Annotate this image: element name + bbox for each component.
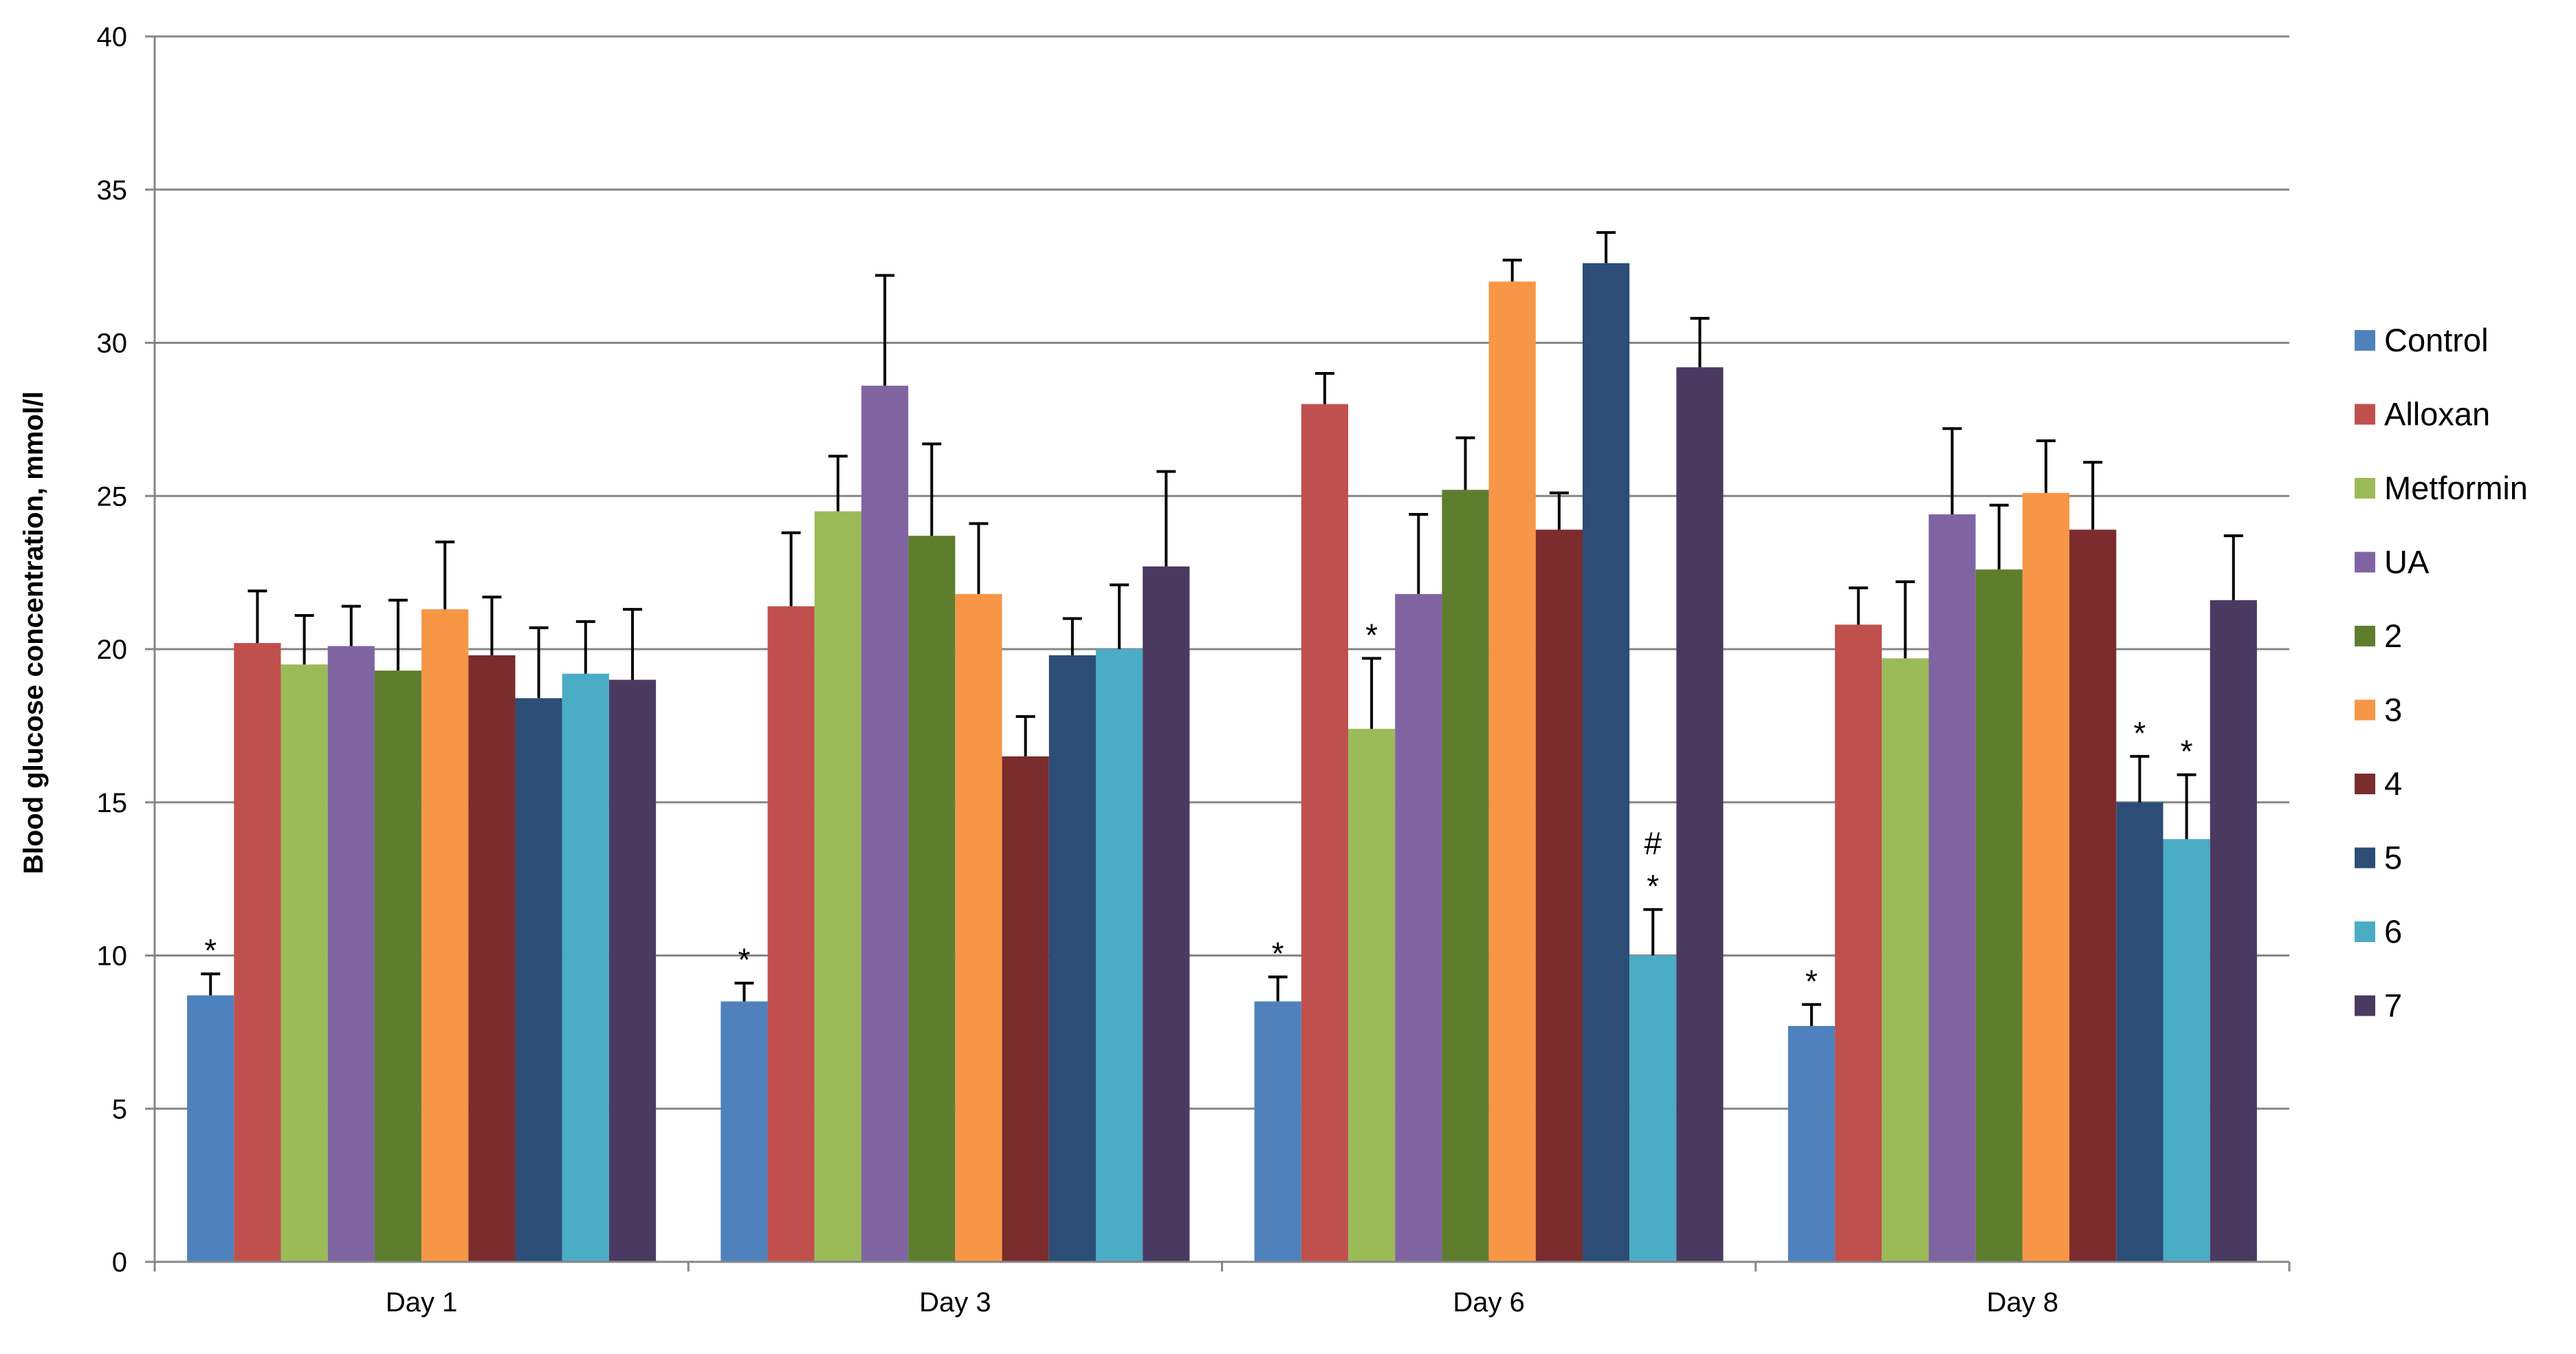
legend-label: 5	[2384, 840, 2402, 876]
y-tick-label: 25	[97, 481, 128, 512]
legend-swatch	[2355, 626, 2375, 646]
bar	[2022, 492, 2070, 1263]
significance-marker: *	[1365, 617, 1378, 653]
bar	[421, 609, 469, 1262]
y-tick-label: 15	[97, 788, 128, 818]
bar	[861, 385, 909, 1262]
bar	[814, 511, 861, 1262]
bar	[1535, 529, 1583, 1262]
bar	[608, 679, 657, 1262]
bar	[1583, 263, 1630, 1262]
bar	[1488, 281, 1536, 1262]
legend-label: Alloxan	[2384, 396, 2490, 433]
legend-label: Metformin	[2384, 470, 2528, 506]
significance-marker: *	[2133, 715, 2146, 751]
bar	[468, 655, 516, 1262]
bar	[955, 593, 1002, 1262]
legend-label: 6	[2384, 913, 2402, 950]
bar	[187, 995, 234, 1262]
y-tick-label: 0	[112, 1247, 127, 1278]
legend-label: Control	[2384, 322, 2489, 358]
legend-swatch	[2355, 847, 2375, 869]
significance-marker: *	[1272, 936, 1284, 972]
bar	[1002, 756, 1049, 1262]
legend-swatch	[2355, 478, 2375, 499]
axes-layer: 0 5 10 15 20 25 30 35 40 Day 1 Day 3 Day 6 Day 8	[97, 22, 2291, 1318]
bar	[1254, 1001, 1301, 1262]
bar	[1629, 955, 1677, 1262]
bar	[2069, 529, 2117, 1262]
x-category-label: Day 1	[386, 1287, 458, 1318]
bar	[1928, 514, 1976, 1262]
significance-marker: *	[738, 942, 751, 978]
bar	[1882, 658, 1929, 1262]
legend-swatch	[2355, 330, 2375, 351]
x-category-label: Day 3	[919, 1287, 991, 1318]
bar	[1676, 367, 1724, 1262]
x-category-label: Day 8	[1987, 1287, 2059, 1318]
bar	[1301, 404, 1349, 1262]
y-tick-label: 10	[97, 941, 128, 972]
bar	[767, 606, 815, 1262]
legend-swatch	[2355, 774, 2375, 794]
legend: Control Alloxan Metformin UA 2 3 4 5 6 7	[2355, 322, 2528, 1024]
bars-layer	[187, 231, 2257, 1263]
x-category-label: Day 6	[1453, 1287, 1525, 1318]
bar	[234, 643, 281, 1262]
bar	[327, 646, 375, 1262]
legend-swatch	[2355, 921, 2375, 942]
bar	[562, 673, 609, 1262]
y-tick-label: 30	[97, 329, 128, 359]
significance-marker: *	[1647, 869, 1659, 904]
legend-label: 4	[2384, 765, 2402, 802]
bar	[280, 664, 328, 1262]
legend-label: UA	[2384, 544, 2430, 580]
y-tick-label: 20	[97, 635, 128, 665]
bar	[1787, 1025, 1836, 1262]
bar	[2210, 600, 2257, 1262]
bar	[1395, 593, 1442, 1262]
y-tick-label: 35	[97, 175, 128, 206]
significance-marker: #	[1644, 826, 1662, 862]
y-tick-label: 40	[97, 22, 128, 52]
y-tick-label: 5	[112, 1094, 127, 1124]
annotations-layer: * * * * # * * * *	[204, 617, 2192, 998]
legend-swatch	[2355, 404, 2375, 425]
bar	[374, 670, 422, 1262]
bar	[1048, 655, 1096, 1262]
bar	[515, 698, 562, 1262]
legend-swatch	[2355, 552, 2375, 573]
bar	[720, 1001, 768, 1262]
bar	[908, 536, 956, 1262]
bar	[1348, 728, 1396, 1262]
legend-label: 7	[2384, 987, 2402, 1024]
significance-marker: *	[204, 932, 217, 968]
legend-swatch	[2355, 699, 2375, 721]
bar	[1975, 569, 2023, 1262]
bar	[2163, 839, 2210, 1262]
legend-label: 2	[2384, 618, 2402, 654]
legend-swatch	[2355, 995, 2375, 1016]
bar	[1095, 649, 1143, 1262]
y-axis-label: Blood glucose concentration, mmol/l	[19, 391, 49, 874]
legend-label: 3	[2384, 692, 2402, 728]
significance-marker: *	[1805, 963, 1818, 999]
bar	[1143, 566, 1190, 1262]
bar	[1442, 490, 1489, 1262]
bar	[2116, 802, 2164, 1262]
significance-marker: *	[2181, 734, 2193, 769]
bar	[1835, 624, 1882, 1262]
